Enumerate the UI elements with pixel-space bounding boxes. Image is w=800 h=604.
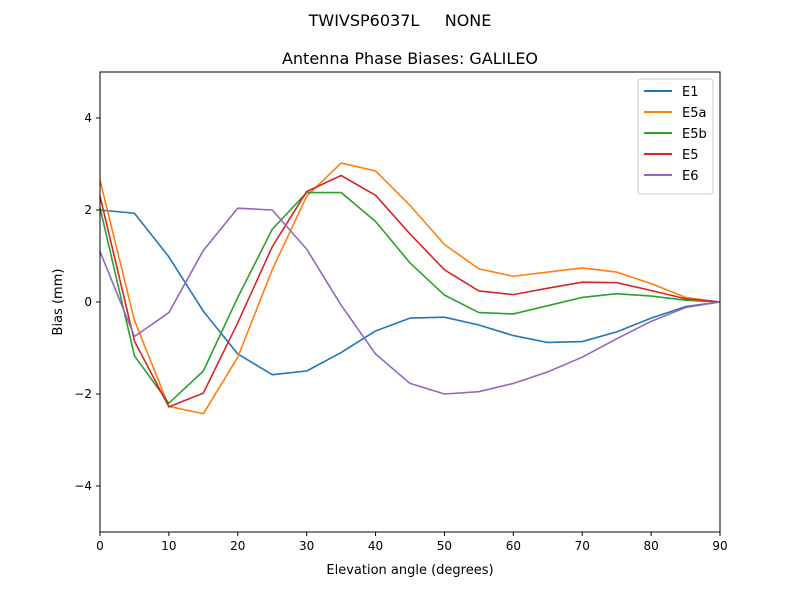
y-tick-label: 2 <box>84 203 92 217</box>
y-tick-label: −2 <box>74 387 92 401</box>
legend-label: E5a <box>682 106 706 121</box>
y-tick-label: −4 <box>74 479 92 493</box>
x-tick-label: 50 <box>437 539 452 553</box>
y-axis-label: Bias (mm) <box>51 269 66 336</box>
x-tick-label: 80 <box>643 539 658 553</box>
legend-label: E5b <box>682 127 707 142</box>
series-line-e1 <box>99 209 721 376</box>
series-line-e5 <box>99 174 721 408</box>
plot-frame <box>99 71 721 533</box>
legend-label: E1 <box>682 85 699 100</box>
x-tick-label: 60 <box>506 539 521 553</box>
chart-title: Antenna Phase Biases: GALILEO <box>282 49 538 68</box>
series-line-e5a <box>99 162 721 415</box>
legend: E1 E5a E5b E5 E6 <box>637 78 714 195</box>
x-tick-label: 70 <box>575 539 590 553</box>
x-tick-label: 10 <box>161 539 176 553</box>
legend-label: E6 <box>682 169 699 184</box>
x-tick-label: 40 <box>368 539 383 553</box>
x-axis-label: Elevation angle (degrees) <box>326 563 493 578</box>
series-line-e5b <box>99 191 721 405</box>
legend-box <box>637 78 714 195</box>
y-tick-label: 4 <box>84 111 92 125</box>
x-tick-label: 90 <box>712 539 727 553</box>
x-tick-label: 20 <box>230 539 245 553</box>
x-tick-label: 30 <box>299 539 314 553</box>
y-tick-label: 0 <box>84 295 92 309</box>
legend-label: E5 <box>682 148 699 163</box>
series-line-e6 <box>99 207 721 395</box>
figure-suptitle: TWIVSP6037L NONE <box>308 11 492 30</box>
x-tick-label: 0 <box>96 539 104 553</box>
